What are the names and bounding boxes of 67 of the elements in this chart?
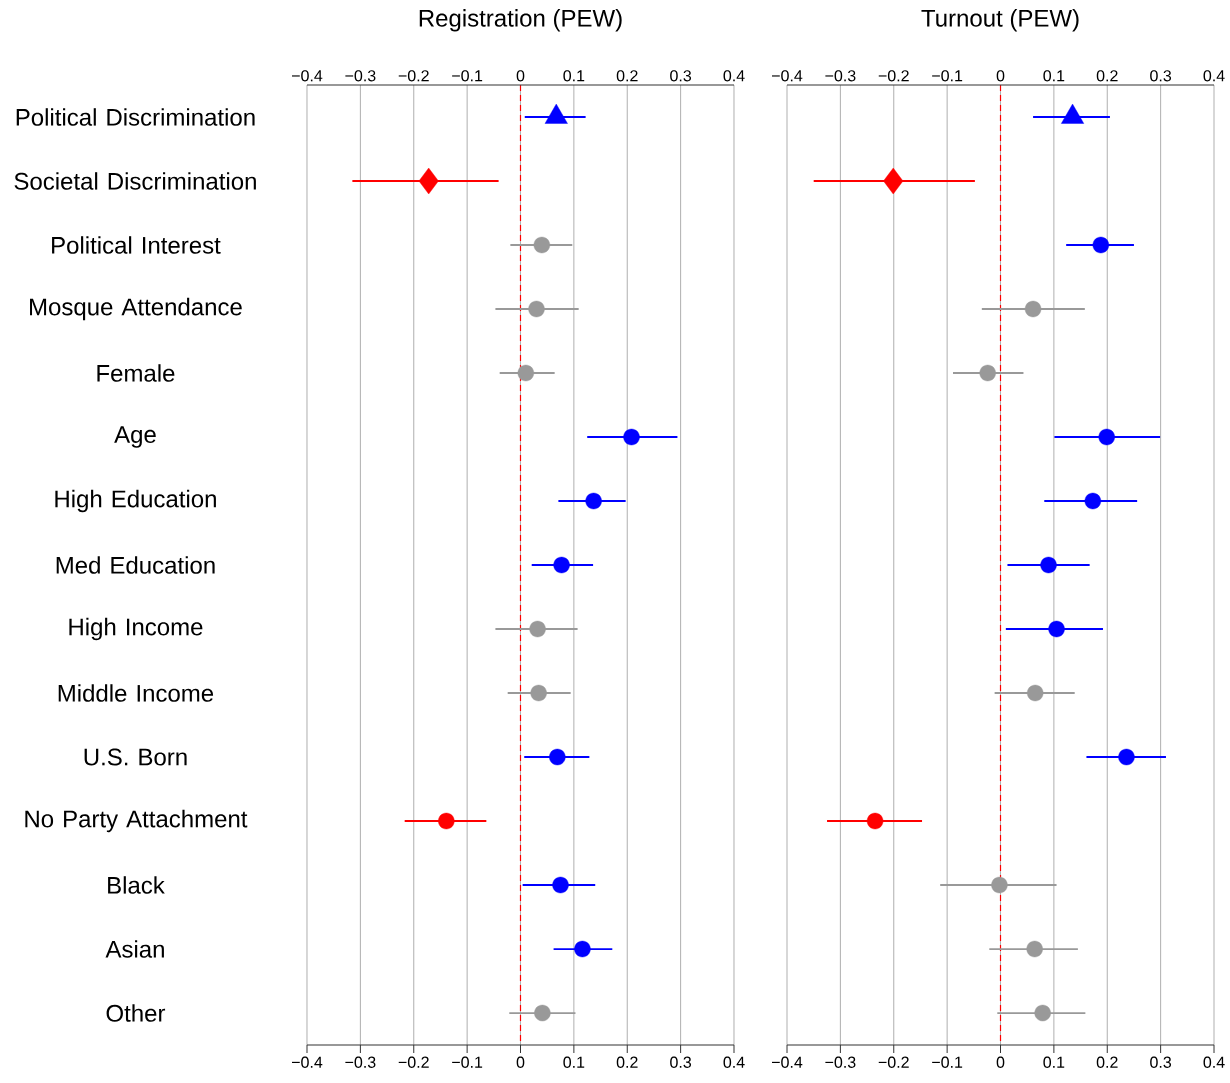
x2-tick-label: 0.4 xyxy=(1203,1056,1225,1068)
point xyxy=(517,364,535,382)
y-tick-label: Societal Discrimination xyxy=(14,172,256,190)
chart-title: Registration (PEW) xyxy=(419,9,622,32)
point xyxy=(533,236,551,254)
point xyxy=(530,684,547,702)
y-tick-label: High Income xyxy=(69,617,203,641)
x-tick-label: 0 xyxy=(516,70,525,82)
x2-tick-label: 0.1 xyxy=(1043,1056,1065,1068)
x-tick-label: −0.1 xyxy=(932,70,963,82)
x-tick-label: 0.1 xyxy=(563,70,585,82)
point xyxy=(534,1004,551,1022)
y-tick-label: High Education xyxy=(55,489,216,513)
y-tick-label: Female xyxy=(97,364,175,382)
y-tick-label: Political Discrimination xyxy=(16,108,255,126)
point xyxy=(1027,684,1044,702)
y-tick-label: Asian xyxy=(105,940,164,958)
y-tick-label: Middle Income xyxy=(58,684,214,702)
y-tick-label: U.S. Born xyxy=(84,748,187,766)
x-tick-label: 0 xyxy=(996,70,1005,82)
point xyxy=(418,167,439,195)
y-tick-label: Age xyxy=(114,426,156,448)
x2-tick-label: 0.4 xyxy=(723,1056,745,1068)
x2-tick-label: 0.2 xyxy=(616,1056,638,1068)
x2-tick-label: −0.2 xyxy=(878,1056,909,1068)
x2-tick-label: 0 xyxy=(516,1056,525,1068)
x-tick-label: −0.2 xyxy=(878,70,909,82)
y-tick-label: Other xyxy=(106,1004,166,1022)
y-tick-label: Black xyxy=(108,876,165,894)
y-tick-label: Political Interest xyxy=(52,236,221,254)
point xyxy=(979,364,996,382)
x-tick-label: −0.2 xyxy=(398,70,429,82)
x2-tick-label: 0.3 xyxy=(670,1056,692,1068)
x2-tick-label: 0.1 xyxy=(563,1056,585,1068)
x-tick-label: 0.2 xyxy=(1096,70,1118,82)
x2-tick-label: −0.2 xyxy=(398,1056,429,1068)
x-tick-label: −0.4 xyxy=(772,70,803,82)
x-tick-label: −0.3 xyxy=(345,70,376,82)
x2-tick-label: −0.1 xyxy=(452,1056,483,1068)
x-tick-label: −0.3 xyxy=(825,70,856,82)
x-tick-label: −0.1 xyxy=(452,70,483,82)
x2-tick-label: −0.1 xyxy=(932,1056,963,1068)
point xyxy=(991,876,1008,894)
x-tick-label: 0.4 xyxy=(1203,70,1225,82)
x2-tick-label: 0.3 xyxy=(1150,1056,1172,1068)
point xyxy=(528,300,545,318)
x-tick-label: 0.2 xyxy=(616,70,638,82)
x2-tick-label: 0.2 xyxy=(1096,1056,1118,1068)
point xyxy=(883,167,904,195)
x2-tick-label: −0.3 xyxy=(345,1056,376,1068)
x2-tick-label: 0 xyxy=(996,1056,1005,1068)
x-tick-label: 0.1 xyxy=(1043,70,1065,82)
point xyxy=(1024,300,1042,318)
x-tick-label: 0.3 xyxy=(1150,70,1172,82)
y-tick-label: Med Education xyxy=(56,556,215,574)
x-tick-label: −0.4 xyxy=(292,70,323,82)
x2-tick-label: −0.4 xyxy=(772,1056,803,1068)
point xyxy=(1034,1004,1051,1022)
x-tick-label: 0.3 xyxy=(670,70,692,82)
x2-tick-label: −0.3 xyxy=(825,1056,856,1068)
point xyxy=(529,620,546,638)
x2-tick-label: −0.4 xyxy=(291,1056,323,1068)
point xyxy=(1026,940,1043,958)
y-tick-label: Mosque Attendance xyxy=(30,297,242,321)
chart-title: Turnout (PEW) xyxy=(921,9,1079,32)
y-tick-label: No Party Attachment xyxy=(25,809,248,833)
x-tick-label: 0.4 xyxy=(723,70,745,82)
